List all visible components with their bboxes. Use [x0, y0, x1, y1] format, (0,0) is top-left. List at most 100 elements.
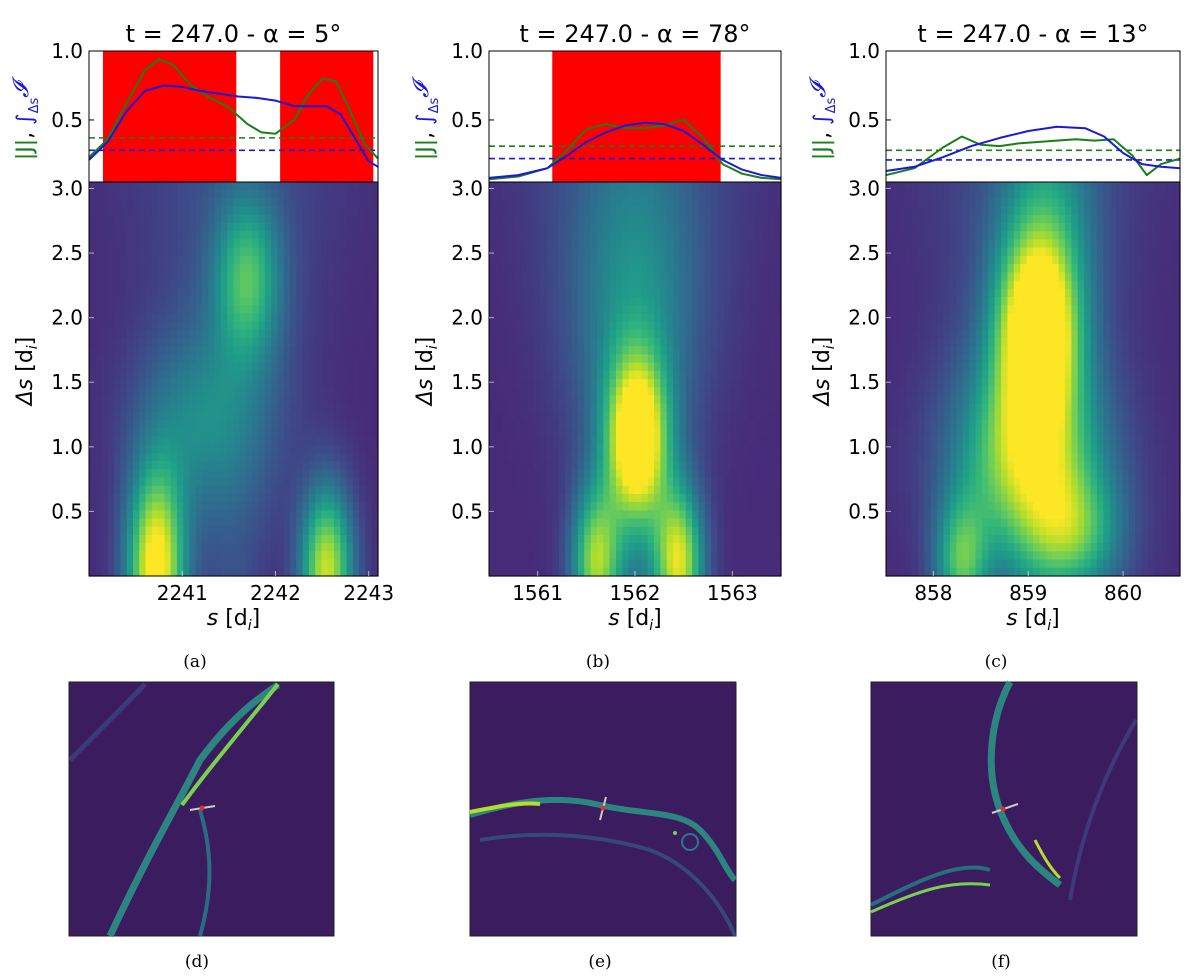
heatmap-cell — [603, 387, 611, 397]
heatmap-cell — [95, 567, 103, 577]
heatmap-cell — [202, 485, 209, 495]
heatmap-cell — [755, 231, 763, 241]
heatmap-cell — [723, 477, 731, 487]
heatmap-cell — [628, 543, 636, 552]
heatmap-cell — [596, 567, 604, 577]
heatmap-cell — [679, 362, 687, 372]
heatmap-cell — [302, 198, 310, 208]
ylabel-unit-open: [d — [13, 349, 38, 379]
heatmap-cell — [924, 444, 932, 454]
heatmap-cell — [628, 329, 636, 339]
heatmap-cell — [546, 223, 554, 232]
heatmap-cell — [89, 231, 96, 241]
heatmap-cell — [774, 444, 782, 454]
heatmap-cell — [673, 264, 681, 273]
heatmap-cell — [233, 239, 241, 249]
heatmap-cell — [334, 518, 341, 528]
heatmap-cell — [590, 559, 598, 569]
heatmap-cell — [283, 559, 291, 569]
heatmap-cell — [139, 321, 147, 331]
heatmap-cell — [132, 534, 140, 544]
heatmap-cell — [704, 461, 712, 470]
heatmap-cell — [277, 411, 285, 421]
heatmap-cell — [334, 337, 341, 347]
heatmap-cell — [603, 395, 611, 405]
heatmap-cell — [120, 329, 128, 339]
heatmap-cell — [264, 255, 272, 265]
heatmap-cell — [139, 255, 147, 265]
heatmap-cell — [308, 280, 316, 290]
heatmap-cell — [315, 264, 323, 273]
heatmap-cell — [660, 395, 668, 405]
heatmap-cell — [208, 370, 216, 380]
heatmap-cell — [571, 255, 579, 265]
heatmap-cell — [501, 239, 509, 249]
heatmap-cell — [365, 428, 373, 438]
heatmap-cell — [730, 543, 738, 552]
heatmap-cell — [89, 395, 96, 405]
heatmap-cell — [283, 485, 291, 495]
heatmap-cell — [898, 559, 906, 569]
heatmap-cell — [692, 198, 700, 208]
heatmap-cell — [252, 313, 260, 323]
heatmap-cell — [495, 510, 503, 520]
heatmap-cell — [132, 493, 140, 503]
heatmap-cell — [615, 436, 623, 446]
series-line — [88, 84, 379, 168]
heatmap-cell — [546, 403, 554, 413]
heatmap-cell — [577, 461, 585, 470]
heatmap-cell — [666, 182, 674, 191]
heatmap-cell — [892, 395, 900, 405]
heatmap-cell — [609, 182, 617, 191]
heatmap-cell — [145, 534, 153, 544]
heatmap-cell — [158, 411, 165, 421]
heatmap-cell — [334, 534, 341, 544]
heatmap-cell — [302, 321, 310, 331]
heatmap-cell — [590, 288, 598, 298]
heatmap-cell — [214, 313, 222, 323]
heatmap-cell — [609, 190, 617, 200]
heatmap-cell — [533, 403, 541, 413]
heatmap-cell — [371, 321, 379, 331]
heatmap-ytick-label: 2.0 — [451, 306, 483, 330]
heatmap-cell — [164, 190, 172, 200]
heatmap-cell — [628, 436, 636, 446]
heatmap-cell — [736, 354, 744, 364]
heatmap-cell — [937, 493, 945, 503]
heatmap-cell — [176, 567, 184, 577]
heatmap-cell — [195, 321, 203, 331]
heatmap-cell — [164, 239, 172, 249]
heatmap-cell — [126, 428, 134, 438]
heatmap-cell — [930, 305, 938, 314]
heatmap-cell — [283, 411, 291, 421]
heatmap-cell — [943, 182, 951, 191]
heatmap-cell — [214, 395, 222, 405]
heatmap-cell — [679, 551, 687, 561]
heatmap-cell — [359, 543, 367, 552]
heatmap-cell — [768, 255, 776, 265]
heatmap-cell — [239, 313, 247, 323]
heatmap-cell — [346, 182, 354, 191]
heatmap-cell — [552, 264, 560, 273]
heatmap-cell — [283, 395, 291, 405]
heatmap-cell — [252, 452, 260, 462]
heatmap-ytick-label: 2.5 — [451, 241, 483, 265]
heatmap-cell — [533, 296, 541, 306]
heatmap-cell — [101, 502, 109, 511]
heatmap-cell — [717, 510, 725, 520]
heatmap-cell — [615, 354, 623, 364]
heatmap-cell — [565, 387, 573, 397]
heatmap-cell — [768, 182, 776, 191]
heatmap-cell — [730, 559, 738, 569]
heatmap-cell — [641, 231, 649, 241]
heatmap-cell — [114, 485, 122, 495]
heatmap-cell — [628, 272, 636, 282]
heatmap-cell — [723, 223, 731, 232]
heatmap-cell — [905, 182, 913, 191]
heatmap-cell — [552, 231, 560, 241]
heatmap-cell — [352, 411, 360, 421]
heatmap-cell — [558, 411, 566, 421]
heatmap-cell — [271, 379, 279, 388]
heatmap-cell — [220, 296, 228, 306]
heatmap-cell — [495, 337, 503, 347]
